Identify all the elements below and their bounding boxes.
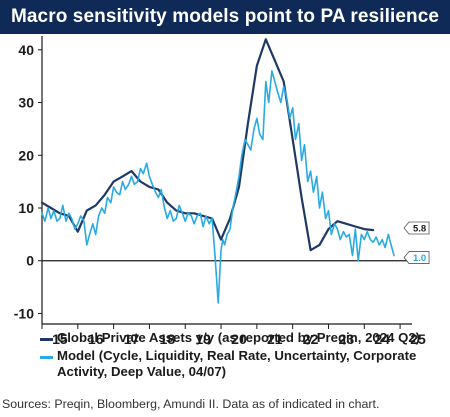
- end-tag-preqin: [403, 221, 430, 235]
- chart-title: Macro sensitivity models point to PA res…: [0, 0, 450, 34]
- end-label-model: 1.0: [413, 253, 426, 264]
- y-tick-label: 40: [18, 42, 34, 58]
- legend-swatch-preqin: [40, 338, 53, 341]
- line-chart: -10 0 10 20 30 40 15 16 17 18 19 20 21 22 23 24 25 5.8 1…: [14, 36, 430, 347]
- legend-item-preqin: Global Private Assets y/y (as reported b…: [40, 330, 450, 346]
- x-tick-label: 24: [374, 331, 390, 347]
- source-note: Sources: Preqin, Bloomberg, Amundi II. D…: [2, 397, 380, 411]
- x-tick-label: 22: [303, 331, 319, 347]
- legend: Global Private Assets y/y (as reported b…: [40, 330, 450, 382]
- y-tick-label: 30: [18, 95, 34, 111]
- x-tick-label: 20: [231, 331, 247, 347]
- end-label-preqin: 5.8: [413, 224, 426, 235]
- x-tick-label: 18: [160, 331, 176, 347]
- y-axis: -10 0 10 20 30 40: [14, 36, 412, 324]
- legend-label-model: Model (Cycle, Liquidity, Real Rate, Unce…: [57, 348, 417, 379]
- series-layer: [40, 38, 395, 304]
- x-tick-label: 17: [124, 331, 140, 347]
- y-tick-label: 20: [18, 147, 34, 163]
- legend-swatch-model: [40, 356, 53, 359]
- y-tick-label: 10: [18, 200, 34, 216]
- x-tick-label: 15: [52, 331, 68, 347]
- legend-label-preqin: Global Private Assets y/y (as reported b…: [57, 330, 421, 345]
- legend-item-model: Model (Cycle, Liquidity, Real Rate, Unce…: [40, 348, 450, 380]
- x-tick-label: 25: [410, 331, 426, 347]
- series-line-preqin: [40, 38, 375, 252]
- series-line-model: [41, 70, 395, 304]
- x-tick-label: 21: [267, 331, 283, 347]
- x-tick-label: 16: [88, 331, 104, 347]
- end-labels: 5.8 1.0: [403, 221, 430, 264]
- y-tick-label: -10: [14, 305, 34, 321]
- x-axis: 15 16 17 18 19 20 21 22 23 24 25: [41, 323, 426, 347]
- end-tag-model: [403, 251, 430, 264]
- x-tick-label: 19: [195, 331, 211, 347]
- y-tick-label: 0: [26, 253, 34, 269]
- x-tick-label: 23: [339, 331, 355, 347]
